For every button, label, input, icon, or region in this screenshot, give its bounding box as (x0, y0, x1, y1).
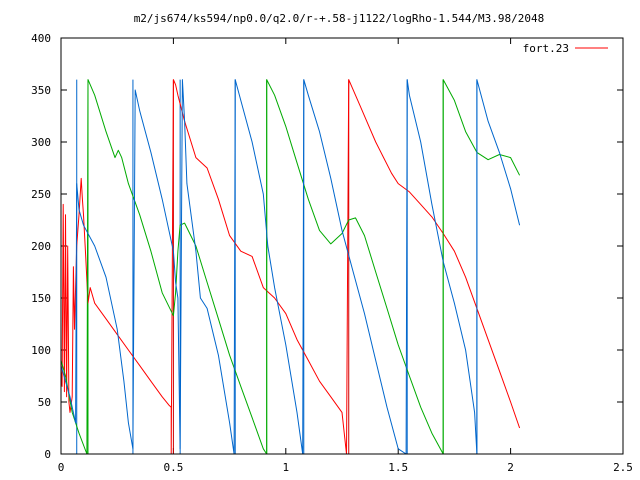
y-tick-label: 150 (31, 292, 51, 305)
legend-label: fort.23 (523, 42, 569, 55)
x-tick-label: 1.5 (388, 461, 408, 474)
series-line (60, 79, 521, 455)
y-tick-label: 0 (44, 448, 51, 461)
plot-frame (60, 37, 624, 455)
legend: fort.23 (523, 42, 608, 55)
y-tick-label: 350 (31, 84, 51, 97)
y-tick-label: 250 (31, 188, 51, 201)
x-tick-label: 2 (507, 461, 514, 474)
y-tick-label: 100 (31, 344, 51, 357)
x-axis-ticks: 0 0.5 1 1.5 2 2.5 (58, 38, 633, 474)
x-tick-label: 0 (58, 461, 65, 474)
y-axis-ticks: 0 50 100 150 200 250 300 350 400 (31, 32, 623, 461)
chart-title: m2/js674/ks594/np0.0/q2.0/r-+.58-j1122/l… (134, 12, 545, 25)
y-tick-label: 300 (31, 136, 51, 149)
x-tick-label: 1 (282, 461, 289, 474)
y-tick-label: 50 (38, 396, 51, 409)
x-tick-label: 2.5 (613, 461, 633, 474)
x-tick-label: 0.5 (163, 461, 183, 474)
series-lines (60, 79, 521, 455)
y-tick-label: 400 (31, 32, 51, 45)
series-line (60, 79, 521, 455)
y-tick-label: 200 (31, 240, 51, 253)
series-line (60, 79, 521, 455)
